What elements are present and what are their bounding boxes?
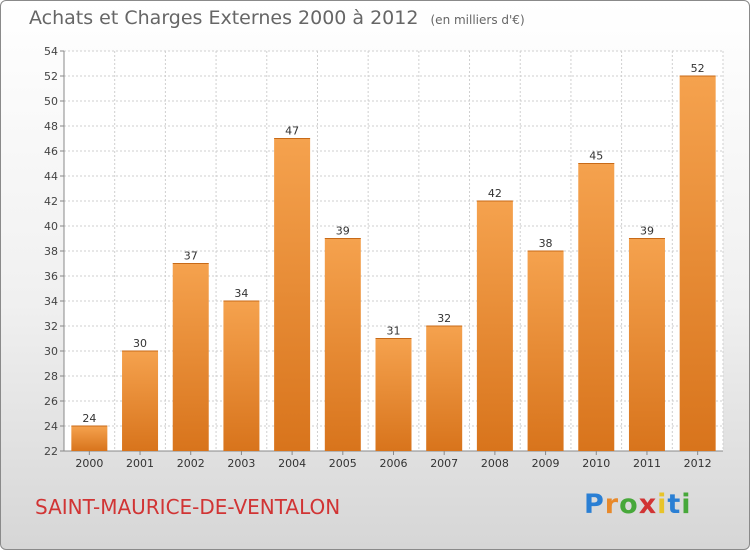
x-tick-label: 2012 bbox=[684, 457, 712, 470]
bar-value-label: 38 bbox=[539, 237, 553, 250]
logo-letter: i bbox=[681, 489, 692, 520]
bar bbox=[426, 326, 463, 451]
bar-value-label: 39 bbox=[336, 225, 350, 238]
y-tick-label: 28 bbox=[44, 370, 58, 383]
proxiti-logo[interactable]: Proxiti bbox=[584, 489, 692, 520]
bar bbox=[324, 238, 361, 451]
bar bbox=[375, 338, 412, 451]
y-tick-label: 26 bbox=[44, 395, 58, 408]
bar bbox=[527, 251, 564, 451]
y-tick-label: 46 bbox=[44, 145, 58, 158]
logo-letter: i bbox=[657, 489, 668, 520]
chart-title: Achats et Charges Externes 2000 à 2012 (… bbox=[29, 7, 525, 29]
bar bbox=[71, 426, 108, 451]
y-tick-label: 40 bbox=[44, 220, 58, 233]
y-tick-label: 30 bbox=[44, 345, 58, 358]
bar-layer: 24 30 37 34 47 39 31 32 42 38 45 39 52 bbox=[71, 62, 716, 451]
x-tick-label: 2010 bbox=[582, 457, 610, 470]
logo-letter: t bbox=[667, 489, 682, 520]
y-tick-label: 42 bbox=[44, 195, 58, 208]
logo-letter: x bbox=[638, 489, 658, 520]
x-tick-label: 2009 bbox=[532, 457, 560, 470]
y-tick-label: 52 bbox=[44, 70, 58, 83]
bar-value-label: 42 bbox=[488, 187, 502, 200]
chart-unit: (en milliers d'€) bbox=[430, 13, 525, 27]
bar bbox=[274, 138, 311, 451]
logo-letter: P bbox=[584, 489, 605, 520]
x-tick-label: 2007 bbox=[430, 457, 458, 470]
x-tick-label: 2005 bbox=[329, 457, 357, 470]
bar-value-label: 39 bbox=[640, 225, 654, 238]
bar-value-label: 47 bbox=[285, 125, 299, 138]
y-tick-label: 50 bbox=[44, 95, 58, 108]
y-tick-label: 48 bbox=[44, 120, 58, 133]
bar-value-label: 37 bbox=[184, 250, 198, 263]
bar bbox=[476, 201, 513, 451]
y-tick-label: 34 bbox=[44, 295, 58, 308]
x-tick-label: 2004 bbox=[278, 457, 306, 470]
x-tick-label: 2001 bbox=[126, 457, 154, 470]
bar bbox=[122, 351, 159, 451]
commune-name: SAINT-MAURICE-DE-VENTALON bbox=[35, 495, 341, 519]
bar bbox=[679, 76, 716, 451]
logo-letter: o bbox=[619, 489, 639, 520]
logo-letter: r bbox=[604, 489, 620, 520]
x-tick-label: 2006 bbox=[380, 457, 408, 470]
bar bbox=[628, 238, 665, 451]
x-tick-label: 2008 bbox=[481, 457, 509, 470]
bar-value-label: 31 bbox=[387, 325, 401, 338]
bar-value-label: 52 bbox=[691, 62, 705, 75]
y-tick-label: 22 bbox=[44, 445, 58, 458]
y-tick-label: 32 bbox=[44, 320, 58, 333]
x-tick-label: 2011 bbox=[633, 457, 661, 470]
bar-value-label: 30 bbox=[133, 337, 147, 350]
x-tick-label: 2000 bbox=[75, 457, 103, 470]
bar-value-label: 32 bbox=[437, 312, 451, 325]
y-tick-label: 38 bbox=[44, 245, 58, 258]
bar bbox=[223, 301, 260, 451]
bar-value-label: 24 bbox=[82, 412, 96, 425]
bar bbox=[172, 263, 209, 451]
y-tick-label: 24 bbox=[44, 420, 58, 433]
x-tick-label: 2003 bbox=[227, 457, 255, 470]
chart-title-text: Achats et Charges Externes 2000 à 2012 bbox=[29, 7, 419, 29]
bar-value-label: 34 bbox=[234, 287, 248, 300]
y-tick-label: 36 bbox=[44, 270, 58, 283]
bar-value-label: 45 bbox=[589, 150, 603, 163]
bar bbox=[578, 163, 615, 451]
x-tick-label: 2002 bbox=[177, 457, 205, 470]
y-tick-label: 54 bbox=[44, 45, 58, 58]
y-tick-label: 44 bbox=[44, 170, 58, 183]
